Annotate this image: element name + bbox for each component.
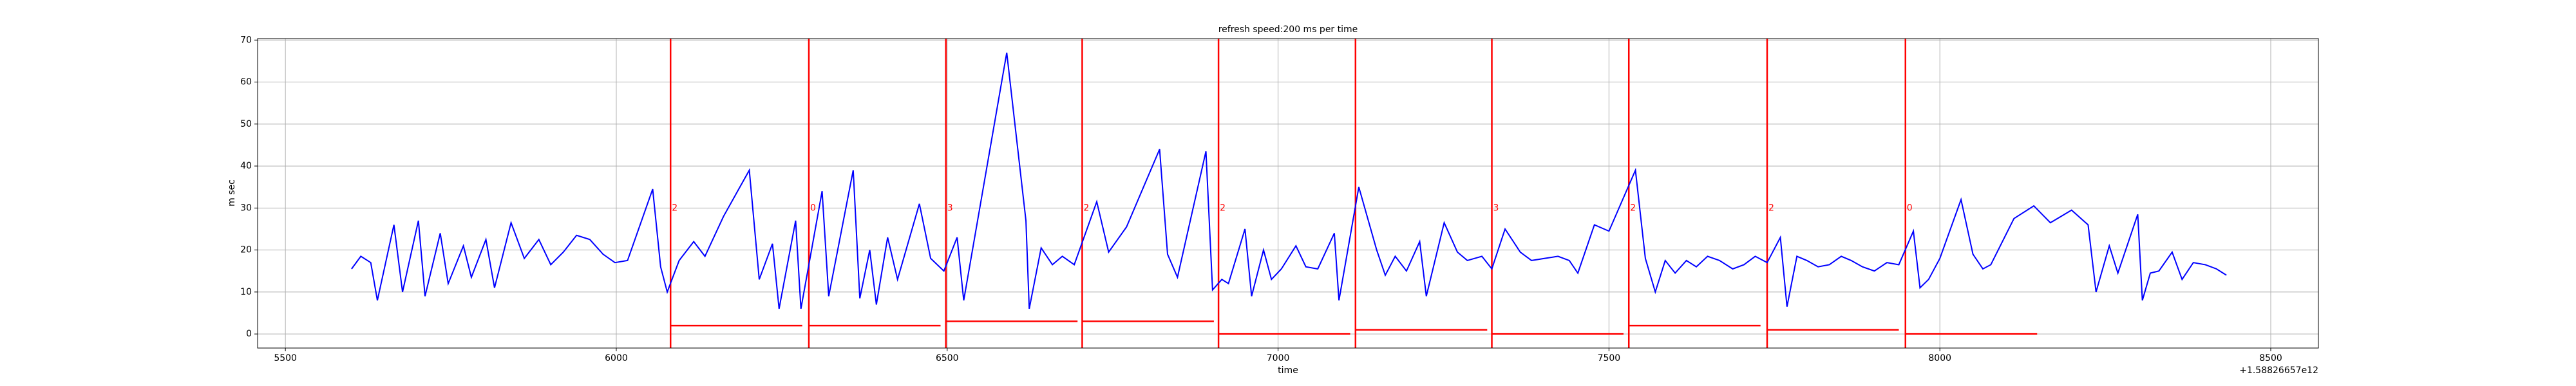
x-tick-label: 6000	[605, 353, 628, 363]
x-tick-label: 8500	[2259, 353, 2282, 363]
y-axis-label: m sec	[227, 179, 237, 207]
annotation: 3	[947, 203, 953, 213]
x-axis-label: time	[1278, 365, 1298, 376]
annotation: 0	[1907, 203, 1913, 213]
y-tick-label: 20	[240, 245, 252, 255]
x-tick-label: 7000	[1267, 353, 1290, 363]
chart-title: refresh speed:200 ms per time	[1218, 24, 1358, 35]
annotation: 3	[1493, 203, 1499, 213]
y-tick-label: 0	[246, 329, 252, 339]
y-tick-label: 10	[240, 287, 252, 297]
x-tick-label: 8000	[1928, 353, 1951, 363]
data-line	[351, 52, 2227, 309]
annotation: 2	[1768, 203, 1774, 213]
annotation: 2	[1630, 203, 1636, 213]
x-tick-label: 6500	[936, 353, 959, 363]
annotation: 2	[672, 203, 677, 213]
x-offset-label: +1.58826657e12	[2239, 365, 2318, 376]
annotation: 2	[1220, 203, 1226, 213]
plot-frame	[257, 38, 2319, 349]
y-tick-label: 40	[240, 161, 252, 171]
annotation: 2	[1083, 203, 1089, 213]
y-tick-label: 60	[240, 77, 252, 87]
x-tick-label: 7500	[1598, 353, 1621, 363]
y-tick-label: 50	[240, 119, 252, 129]
annotation: 0	[810, 203, 816, 213]
y-tick-label: 70	[240, 35, 252, 45]
x-tick-label: 5500	[274, 353, 297, 363]
y-tick-label: 30	[240, 203, 252, 213]
